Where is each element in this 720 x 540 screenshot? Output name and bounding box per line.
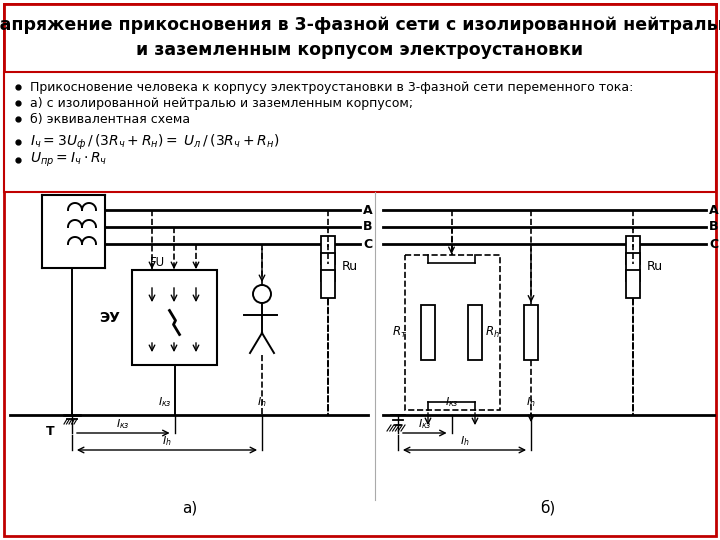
Text: A: A: [709, 204, 719, 217]
Text: Напряжение прикосновения в 3-фазной сети с изолированной нейтралью: Напряжение прикосновения в 3-фазной сети…: [0, 16, 720, 34]
Bar: [4, 72, 716, 192]
Text: $I_h$: $I_h$: [526, 395, 536, 409]
Bar: [421, 305, 435, 360]
Bar: [626, 236, 640, 264]
Text: ЭУ: ЭУ: [99, 310, 120, 325]
Bar: [626, 253, 640, 281]
Text: а) с изолированной нейтралью и заземленным корпусом;: а) с изолированной нейтралью и заземленн…: [30, 97, 413, 110]
Text: T: T: [45, 425, 54, 438]
Text: $I_{кз}$: $I_{кз}$: [158, 395, 171, 409]
Bar: [468, 305, 482, 360]
Text: и заземленным корпусом электроустановки: и заземленным корпусом электроустановки: [136, 41, 584, 59]
Text: $I_{кз}$: $I_{кз}$: [445, 395, 459, 409]
Text: б) эквивалентная схема: б) эквивалентная схема: [30, 112, 190, 125]
Text: C: C: [363, 238, 372, 251]
Text: C: C: [709, 238, 718, 251]
Text: $R_h$: $R_h$: [485, 325, 500, 340]
Text: $I_h$: $I_h$: [257, 395, 267, 409]
Text: $R_т$: $R_т$: [392, 325, 407, 340]
Bar: [405, 255, 500, 410]
Bar: [321, 253, 335, 281]
Text: $I_{кз}$: $I_{кз}$: [117, 417, 130, 431]
Text: Прикосновение человека к корпусу электроустановки в 3-фазной сети переменного то: Прикосновение человека к корпусу электро…: [30, 80, 634, 93]
Bar: [524, 305, 538, 360]
Bar: [132, 270, 217, 365]
Text: а): а): [182, 501, 197, 516]
Text: $I_ч = 3U_ф\,/\,(3R_ч + R_н) =\;U_л\,/\,(3R_ч + R_н)$: $I_ч = 3U_ф\,/\,(3R_ч + R_н) =\;U_л\,/\,…: [30, 132, 279, 152]
Text: $I_h$: $I_h$: [162, 434, 172, 448]
Text: B: B: [709, 220, 719, 233]
Text: A: A: [363, 204, 373, 217]
Text: B: B: [363, 220, 372, 233]
Bar: [321, 236, 335, 264]
Text: б): б): [541, 500, 556, 516]
Text: $I_{кз}$: $I_{кз}$: [418, 417, 431, 431]
Bar: [321, 270, 335, 298]
Bar: [4, 4, 716, 72]
Text: Ru: Ru: [342, 260, 358, 273]
Text: Ru: Ru: [647, 260, 663, 273]
Text: $I_h$: $I_h$: [459, 434, 469, 448]
Text: $U_{пр} = I_ч \cdot R_ч$: $U_{пр} = I_ч \cdot R_ч$: [30, 151, 107, 169]
Text: FU: FU: [150, 255, 165, 268]
Bar: [626, 270, 640, 298]
